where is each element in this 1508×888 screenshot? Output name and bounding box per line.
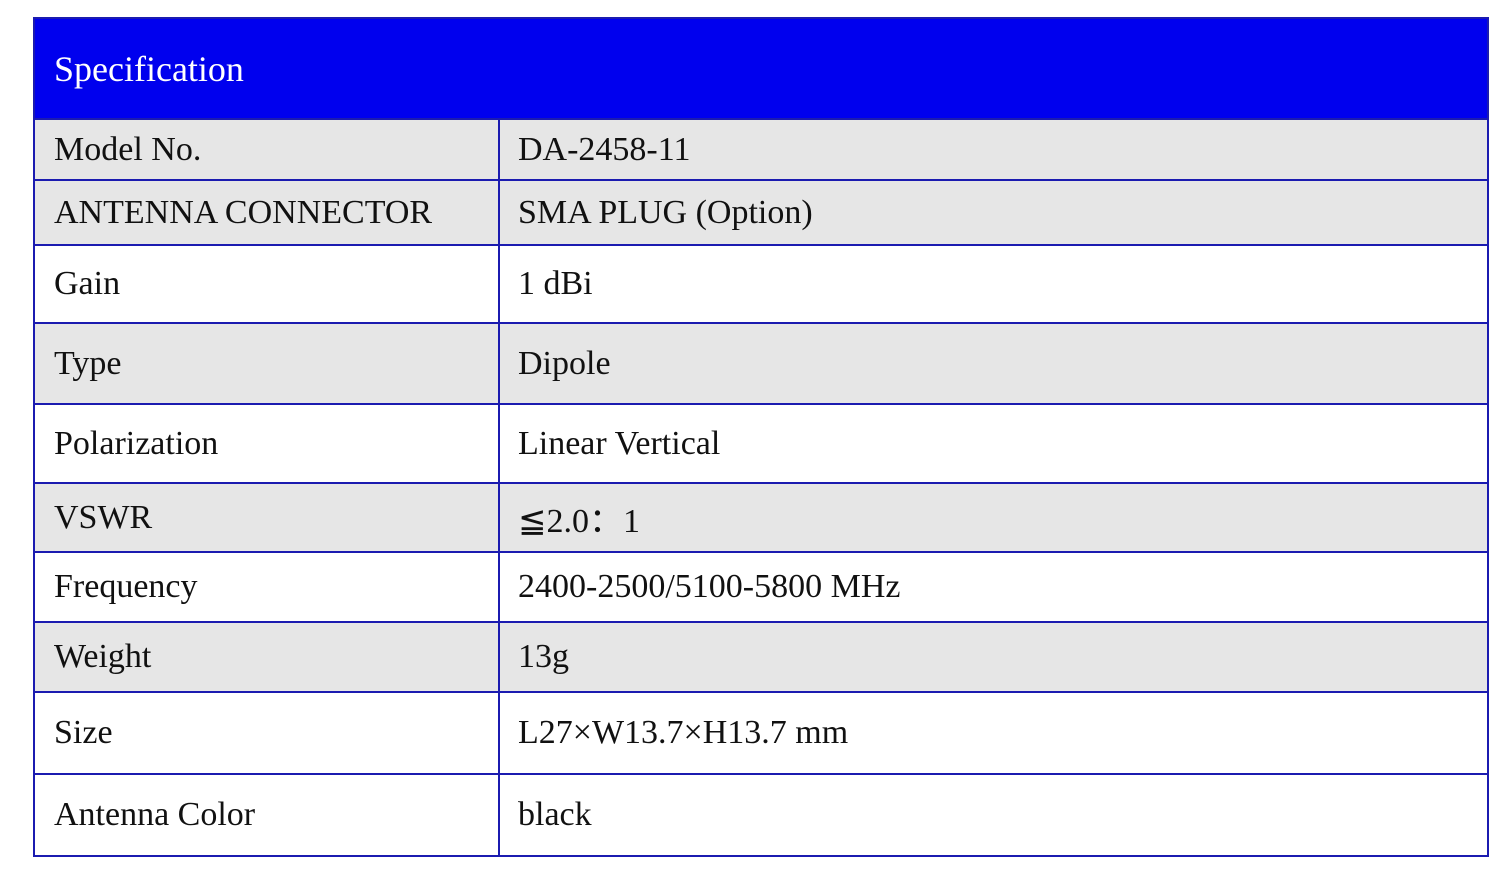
spec-label: Size xyxy=(35,693,500,773)
spec-value: Linear Vertical xyxy=(518,424,721,462)
spec-value: SMA PLUG (Option) xyxy=(518,193,813,231)
spec-label: Frequency xyxy=(35,553,500,621)
table-row: VSWR ≦2.0：1 xyxy=(35,482,1487,551)
spec-label: Weight xyxy=(35,623,500,691)
spec-label: Antenna Color xyxy=(35,775,500,855)
spec-value: ≦2.0：1 xyxy=(518,503,640,540)
spec-label: Type xyxy=(35,324,500,403)
table-body: Model No. DA-2458-11 ANTENNA CONNECTOR SMA … xyxy=(35,118,1487,855)
specification-table: Specification Model No. DA-2458-11 ANTENNA… xyxy=(33,17,1489,857)
spec-value: L27×W13.7×H13.7 mm xyxy=(518,714,849,751)
spec-label: ANTENNA CONNECTOR xyxy=(35,181,500,244)
table-row: Gain 1 dBi xyxy=(35,244,1487,322)
spec-label: Model No. xyxy=(35,120,500,179)
table-row: Weight 13g xyxy=(35,621,1487,691)
spec-value: 2400-2500/5100-5800 MHz xyxy=(518,568,901,605)
spec-value: DA-2458-11 xyxy=(518,130,691,168)
spec-value: Dipole xyxy=(518,344,611,382)
spec-value: 13g xyxy=(518,638,569,675)
spec-value: 1 dBi xyxy=(518,265,593,302)
table-row: Frequency 2400-2500/5100-5800 MHz xyxy=(35,551,1487,621)
spec-label: Polarization xyxy=(35,405,500,482)
table-row: Size L27×W13.7×H13.7 mm xyxy=(35,691,1487,773)
spec-label: VSWR xyxy=(35,484,500,551)
spec-label: Gain xyxy=(35,246,500,322)
spec-value: black xyxy=(518,796,592,833)
table-row: Type Dipole xyxy=(35,322,1487,403)
table-row: ANTENNA CONNECTOR SMA PLUG (Option) xyxy=(35,179,1487,244)
table-row: Polarization Linear Vertical xyxy=(35,403,1487,482)
table-row: Model No. DA-2458-11 xyxy=(35,118,1487,179)
table-row: Antenna Color black xyxy=(35,773,1487,855)
table-title: Specification xyxy=(35,19,1487,118)
